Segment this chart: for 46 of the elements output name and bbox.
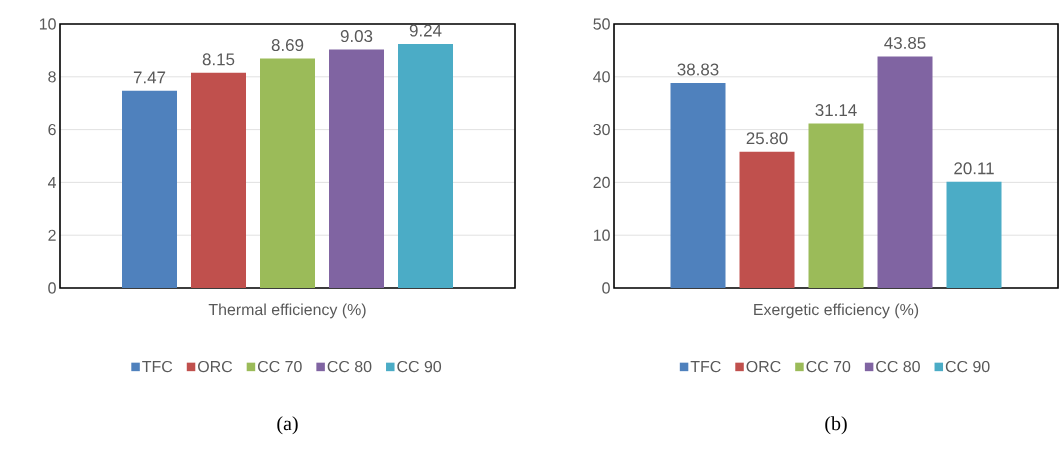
legend-label: ORC <box>746 360 781 373</box>
data-label: 31.14 <box>815 104 857 117</box>
data-label: 38.83 <box>677 63 719 76</box>
bar <box>329 49 385 288</box>
bar <box>260 58 316 288</box>
y-tick-label: 0 <box>602 282 610 294</box>
bar <box>670 82 726 288</box>
y-tick-label: 30 <box>593 123 610 136</box>
y-tick-label: 20 <box>593 176 610 189</box>
bar <box>808 123 864 288</box>
text: (a) <box>277 416 298 435</box>
x-tick-label: Thermal efficiency (%) <box>208 303 366 319</box>
bar <box>946 181 1002 288</box>
data-label: 43.85 <box>884 36 926 49</box>
data-label: 25.80 <box>746 132 788 145</box>
y-tick-label: 0 <box>48 282 56 294</box>
legend-label: CC 80 <box>876 360 920 373</box>
legend-label: CC 90 <box>945 360 990 373</box>
y-tick-label: 4 <box>47 176 57 188</box>
bar <box>122 90 177 288</box>
legend-label: CC 70 <box>258 360 302 373</box>
bar <box>191 72 246 288</box>
data-label: 8.69 <box>271 39 304 52</box>
data-label: 9.03 <box>340 30 373 43</box>
bar <box>398 44 454 288</box>
legend-label: TFC <box>690 360 721 373</box>
legend-label: CC 70 <box>806 360 851 373</box>
y-tick-label: 40 <box>593 71 610 83</box>
y-tick-label: 8 <box>48 71 56 83</box>
x-tick-label: Exergetic efficiency (%) <box>754 303 919 319</box>
y-tick-label: 50 <box>593 18 610 30</box>
y-tick-label: 10 <box>39 18 56 30</box>
bar <box>877 56 933 288</box>
legend-label: ORC <box>198 360 233 373</box>
data-label: 8.15 <box>202 53 235 66</box>
y-tick-label: 10 <box>593 229 610 241</box>
y-tick-label: 2 <box>48 229 56 241</box>
data-label: 9.24 <box>409 24 442 37</box>
legend-label: TFC <box>142 360 173 373</box>
text: (b) <box>825 416 847 435</box>
data-label: 20.11 <box>954 162 994 175</box>
data-label: 7.47 <box>133 71 166 84</box>
legend-label: CC 80 <box>327 360 372 373</box>
y-tick-label: 6 <box>48 123 56 136</box>
legend-label: CC 90 <box>397 360 442 373</box>
bar <box>739 151 795 288</box>
